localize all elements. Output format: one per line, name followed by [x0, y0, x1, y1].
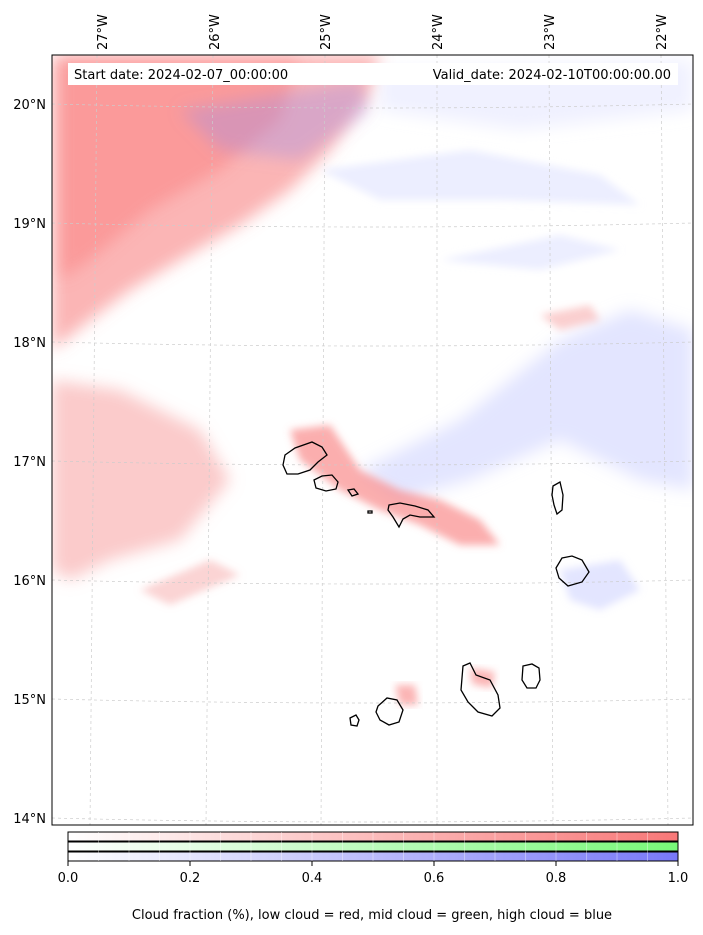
- high-cloud-east-patch: [560, 560, 640, 610]
- lon-tick-label: 26°W: [208, 14, 223, 50]
- island-branco: [367, 510, 373, 514]
- latitude-tick-labels: 20°N 19°N 18°N 17°N 16°N 15°N 14°N: [13, 98, 46, 827]
- colorbar-band-low: [67, 831, 679, 842]
- low-cloud-south-patch-1: [395, 685, 418, 705]
- island-sao-nicolau: [387, 502, 436, 529]
- island-boa-vista: [555, 555, 590, 587]
- map-panel[interactable]: Start date: 2024-02-07_00:00:00 Valid_da…: [51, 54, 694, 826]
- gridlines: [52, 55, 693, 825]
- map-frame: [51, 54, 694, 826]
- colorbar-tick-label: 0.6: [424, 871, 445, 886]
- island-santiago: [460, 662, 501, 717]
- island-brava: [349, 714, 360, 727]
- island-maio: [521, 663, 541, 689]
- island-santa-luzia: [346, 488, 360, 497]
- island-sal: [551, 481, 564, 516]
- lat-tick-label: 14°N: [13, 812, 46, 827]
- lat-tick-label: 18°N: [13, 336, 46, 351]
- colorbar-tick-label: 0.2: [180, 871, 201, 886]
- colorbar-ticks: 0.0 0.2 0.4 0.6 0.8 1.0: [58, 832, 689, 886]
- colorbar-tick-label: 0.8: [546, 871, 567, 886]
- longitude-tick-labels: 27°W 26°W 25°W 24°W 23°W 22°W: [96, 14, 670, 50]
- low-cloud-west-patch: [52, 380, 230, 580]
- high-cloud-streak-2: [440, 235, 620, 270]
- lat-tick-label: 17°N: [13, 455, 46, 470]
- cloud-layer: [52, 55, 693, 705]
- lat-tick-label: 16°N: [13, 574, 46, 589]
- lon-tick-label: 22°W: [655, 14, 670, 50]
- colorbar-band-high: [67, 851, 679, 862]
- high-cloud-streak-1: [320, 150, 640, 205]
- low-cloud-northeast-streak: [540, 305, 600, 330]
- colorbar-tick-label: 0.0: [58, 871, 79, 886]
- island-santo-antao: [282, 441, 328, 475]
- lon-tick-label: 25°W: [319, 14, 334, 50]
- lat-tick-label: 20°N: [13, 98, 46, 113]
- valid-date-label: Valid_date: 2024-02-10T00:00:00.00: [433, 68, 671, 83]
- start-date-label: Start date: 2024-02-07_00:00:00: [74, 68, 288, 83]
- colorbar: 0.0 0.2 0.4 0.6 0.8 1.0 Cloud fraction (%), l…: [58, 831, 689, 923]
- lon-tick-label: 24°W: [431, 14, 446, 50]
- high-cloud-top-band: [180, 80, 370, 160]
- lat-tick-label: 19°N: [13, 217, 46, 232]
- colorbar-caption: Cloud fraction (%), low cloud = red, mid…: [132, 908, 612, 923]
- high-cloud-diagonal-band: [360, 310, 693, 500]
- lon-tick-label: 27°W: [96, 14, 111, 50]
- island-sao-vicente: [313, 474, 339, 492]
- low-cloud-island-streak: [290, 425, 500, 545]
- colorbar-tick-label: 0.4: [302, 871, 323, 886]
- colorbar-band-mid: [67, 841, 679, 852]
- colorbar-tick-label: 1.0: [668, 871, 689, 886]
- date-banner: [68, 63, 678, 85]
- lat-tick-label: 15°N: [13, 693, 46, 708]
- island-fogo: [375, 697, 404, 726]
- lon-tick-label: 23°W: [543, 14, 558, 50]
- island-coastlines: [282, 441, 590, 727]
